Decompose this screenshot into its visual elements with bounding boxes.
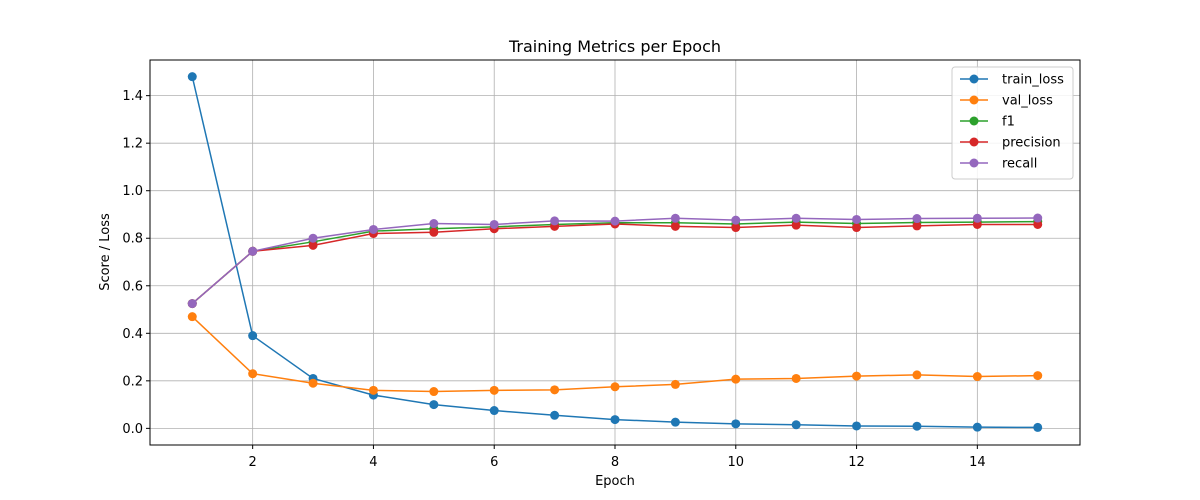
data-point bbox=[912, 421, 922, 431]
x-tick-label: 2 bbox=[249, 455, 257, 470]
data-point bbox=[248, 246, 258, 256]
data-point bbox=[368, 385, 378, 395]
legend-label: f1 bbox=[1002, 115, 1015, 130]
chart-title: Training Metrics per Epoch bbox=[508, 37, 721, 56]
legend-label: precision bbox=[1002, 136, 1061, 151]
y-axis-label: Score / Loss bbox=[98, 213, 113, 291]
legend-entry: precision bbox=[960, 136, 1061, 151]
data-point bbox=[670, 213, 680, 223]
data-point bbox=[1033, 422, 1043, 432]
data-point bbox=[610, 216, 620, 226]
data-point bbox=[731, 215, 741, 225]
legend-label: recall bbox=[1002, 157, 1037, 172]
y-tick-label: 0.0 bbox=[122, 422, 143, 437]
x-tick-label: 10 bbox=[728, 455, 745, 470]
data-point bbox=[972, 422, 982, 432]
data-point bbox=[670, 417, 680, 427]
data-point bbox=[429, 400, 439, 410]
y-tick-label: 0.6 bbox=[122, 279, 143, 294]
data-point bbox=[852, 371, 862, 381]
data-point bbox=[852, 421, 862, 431]
x-tick-label: 14 bbox=[969, 455, 986, 470]
legend-label: train_loss bbox=[1002, 73, 1064, 88]
x-tick-label: 6 bbox=[490, 455, 498, 470]
y-tick-label: 0.4 bbox=[122, 327, 143, 342]
legend-entry: train_loss bbox=[960, 73, 1064, 88]
data-point bbox=[1033, 371, 1043, 381]
y-tick-label: 1.2 bbox=[122, 137, 143, 152]
legend-swatch-marker bbox=[969, 158, 979, 168]
x-axis-ticks: 2 4 6 8 10 12 14 bbox=[249, 445, 986, 470]
data-point bbox=[429, 387, 439, 397]
legend-swatch-marker bbox=[969, 74, 979, 84]
data-point bbox=[852, 223, 862, 233]
y-tick-label: 1.4 bbox=[122, 89, 143, 104]
data-point bbox=[187, 299, 197, 309]
legend-swatch-marker bbox=[969, 137, 979, 147]
data-point bbox=[489, 406, 499, 416]
data-point bbox=[791, 213, 801, 223]
x-tick-label: 4 bbox=[369, 455, 377, 470]
data-point bbox=[791, 420, 801, 430]
data-point bbox=[791, 373, 801, 383]
data-point bbox=[912, 370, 922, 380]
data-point bbox=[308, 240, 318, 250]
data-point bbox=[187, 312, 197, 322]
legend: train_loss val_loss f1 precision recall bbox=[951, 66, 1074, 180]
data-point bbox=[1033, 213, 1043, 223]
data-point bbox=[972, 213, 982, 223]
data-point bbox=[1033, 219, 1043, 229]
series-val-loss bbox=[187, 312, 1043, 397]
data-point bbox=[429, 219, 439, 229]
y-axis-ticks: 0.0 0.2 0.4 0.6 0.8 1.0 1.2 1.4 bbox=[122, 89, 150, 437]
x-axis-label: Epoch bbox=[595, 474, 635, 489]
y-tick-label: 1.0 bbox=[122, 184, 143, 199]
data-point bbox=[731, 223, 741, 233]
data-point bbox=[731, 419, 741, 429]
series-recall bbox=[187, 213, 1043, 309]
y-tick-label: 0.2 bbox=[122, 374, 143, 389]
data-point bbox=[670, 221, 680, 231]
legend-label: val_loss bbox=[1002, 94, 1053, 109]
data-point bbox=[731, 374, 741, 384]
data-point bbox=[248, 369, 258, 379]
legend-entry: val_loss bbox=[960, 94, 1053, 109]
data-point bbox=[550, 216, 560, 226]
data-point bbox=[550, 385, 560, 395]
grid-lines bbox=[150, 60, 1080, 445]
x-tick-label: 12 bbox=[848, 455, 865, 470]
data-point bbox=[610, 382, 620, 392]
legend-entry: recall bbox=[960, 157, 1037, 172]
legend-entry: f1 bbox=[960, 115, 1015, 130]
data-point bbox=[912, 221, 922, 231]
data-point bbox=[550, 410, 560, 420]
data-point bbox=[489, 385, 499, 395]
data-point bbox=[308, 233, 318, 243]
data-point bbox=[187, 72, 197, 82]
data-point bbox=[972, 372, 982, 382]
x-tick-label: 8 bbox=[611, 455, 619, 470]
data-point bbox=[489, 219, 499, 229]
legend-swatch-marker bbox=[969, 116, 979, 126]
y-tick-label: 0.8 bbox=[122, 232, 143, 247]
data-point bbox=[791, 220, 801, 230]
legend-box bbox=[951, 66, 1074, 180]
series-lines bbox=[187, 72, 1043, 432]
data-point bbox=[852, 214, 862, 224]
data-point bbox=[972, 219, 982, 229]
data-point bbox=[610, 415, 620, 425]
data-point bbox=[670, 379, 680, 389]
data-point bbox=[308, 378, 318, 388]
data-point bbox=[248, 331, 258, 341]
data-point bbox=[912, 214, 922, 224]
series-train-loss bbox=[187, 72, 1043, 432]
data-point bbox=[429, 227, 439, 237]
data-point bbox=[368, 224, 378, 234]
legend-swatch-marker bbox=[969, 95, 979, 105]
